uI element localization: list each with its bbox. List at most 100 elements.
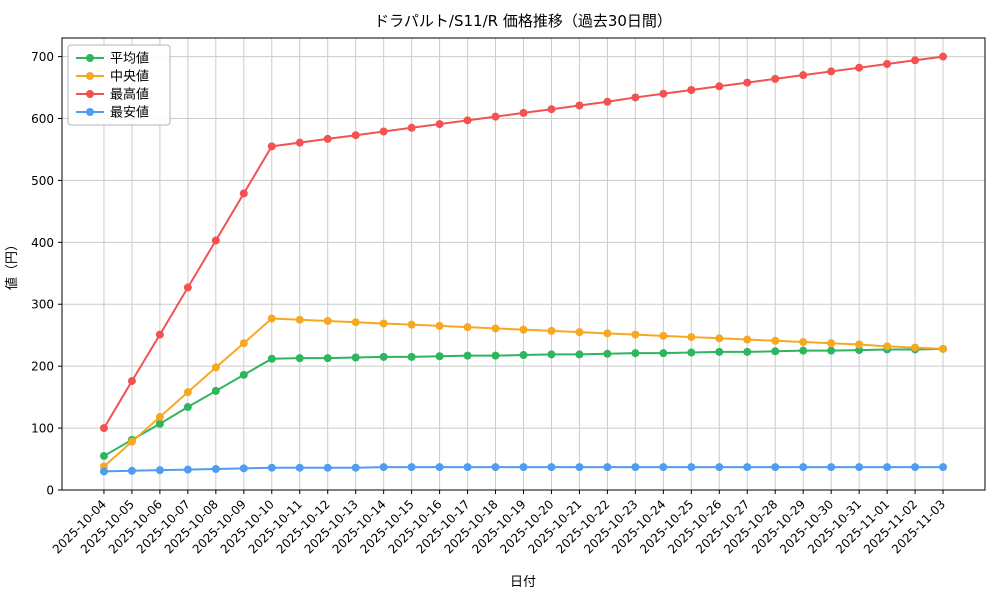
data-point-marker [267,142,276,151]
data-point-marker [659,349,668,358]
data-point-marker [883,463,892,472]
data-point-marker [155,330,164,339]
series-最高値 [99,52,948,433]
data-point-marker [127,377,136,386]
data-point-marker [715,334,724,343]
data-point-marker [323,354,332,363]
data-point-marker [491,463,500,472]
data-point-marker [295,138,304,147]
y-tick-label: 300 [31,298,54,312]
data-point-marker [407,463,416,472]
data-point-marker [799,71,808,80]
data-point-marker [267,463,276,472]
series-最安値 [99,463,948,476]
data-point-marker [183,403,192,412]
data-point-marker [99,467,108,476]
data-point-marker [631,93,640,102]
data-point-marker [771,463,780,472]
data-point-marker [771,347,780,356]
data-point-marker [407,123,416,132]
data-point-marker [155,412,164,421]
y-tick-label: 400 [31,236,54,250]
data-point-marker [211,464,220,473]
data-point-marker [491,351,500,360]
data-point-marker [547,326,556,335]
data-point-marker [827,463,836,472]
data-point-marker [463,323,472,332]
data-point-marker [715,82,724,91]
legend-label: 中央値 [110,69,149,85]
data-point-marker [267,314,276,323]
data-point-marker [99,451,108,460]
data-point-marker [603,463,612,472]
data-point-marker [463,116,472,125]
data-point-marker [127,466,136,475]
data-point-marker [547,105,556,114]
series-group [99,52,948,476]
data-point-marker [939,344,948,353]
data-point-marker [799,463,808,472]
data-point-marker [631,349,640,358]
data-point-marker [715,347,724,356]
data-point-marker [491,112,500,121]
data-point-marker [547,463,556,472]
data-point-marker [295,463,304,472]
data-point-marker [799,346,808,355]
y-tick-label: 600 [31,112,54,126]
legend-label: 最安値 [110,105,149,121]
legend-label: 最高値 [110,87,149,103]
data-point-marker [659,331,668,340]
data-point-marker [883,60,892,69]
data-point-marker [519,463,528,472]
data-point-marker [855,340,864,349]
data-point-marker [211,386,220,395]
data-point-marker [435,321,444,330]
y-tick-label: 500 [31,174,54,188]
data-point-marker [519,325,528,334]
data-point-marker [855,346,864,355]
data-point-marker [351,463,360,472]
data-point-marker [939,463,948,472]
data-point-marker [687,348,696,357]
data-point-marker [939,52,948,61]
legend-box [67,44,171,126]
data-point-marker [239,370,248,379]
data-point-marker [379,127,388,136]
data-point-marker [295,315,304,324]
y-tick-label: 700 [31,50,54,64]
data-point-marker [351,353,360,362]
data-point-marker [379,352,388,361]
legend-marker [86,72,94,80]
data-point-marker [631,330,640,339]
legend-marker [86,54,94,62]
data-point-marker [827,67,836,76]
data-point-marker [183,388,192,397]
data-point-marker [743,347,752,356]
data-point-marker [687,463,696,472]
data-point-marker [155,419,164,428]
data-point-marker [379,319,388,328]
y-axis-label: 値（円） [4,238,20,290]
y-tick-label: 0 [46,484,54,498]
data-point-marker [351,318,360,327]
data-point-marker [771,336,780,345]
data-point-marker [603,97,612,106]
data-point-marker [911,463,920,472]
data-point-marker [491,324,500,333]
data-point-marker [183,465,192,474]
data-point-marker [99,424,108,433]
data-point-marker [547,350,556,359]
data-point-marker [799,338,808,347]
data-point-marker [323,134,332,143]
data-point-marker [323,316,332,325]
data-point-marker [603,349,612,358]
data-point-marker [855,63,864,72]
grid [61,37,986,491]
data-point-marker [183,283,192,292]
data-point-marker [631,463,640,472]
x-axis-label: 日付 [510,575,536,590]
data-point-marker [435,120,444,129]
